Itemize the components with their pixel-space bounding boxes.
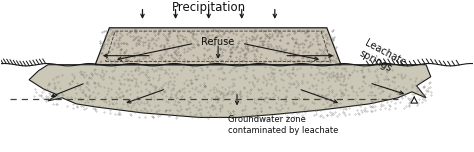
Text: Precipitation: Precipitation (172, 2, 246, 14)
Polygon shape (29, 65, 431, 117)
Polygon shape (95, 28, 341, 65)
Text: Leachate
springs: Leachate springs (357, 38, 407, 78)
Text: Groundwater zone
contaminated by leachate: Groundwater zone contaminated by leachat… (228, 115, 338, 135)
Text: Refuse: Refuse (201, 37, 235, 47)
